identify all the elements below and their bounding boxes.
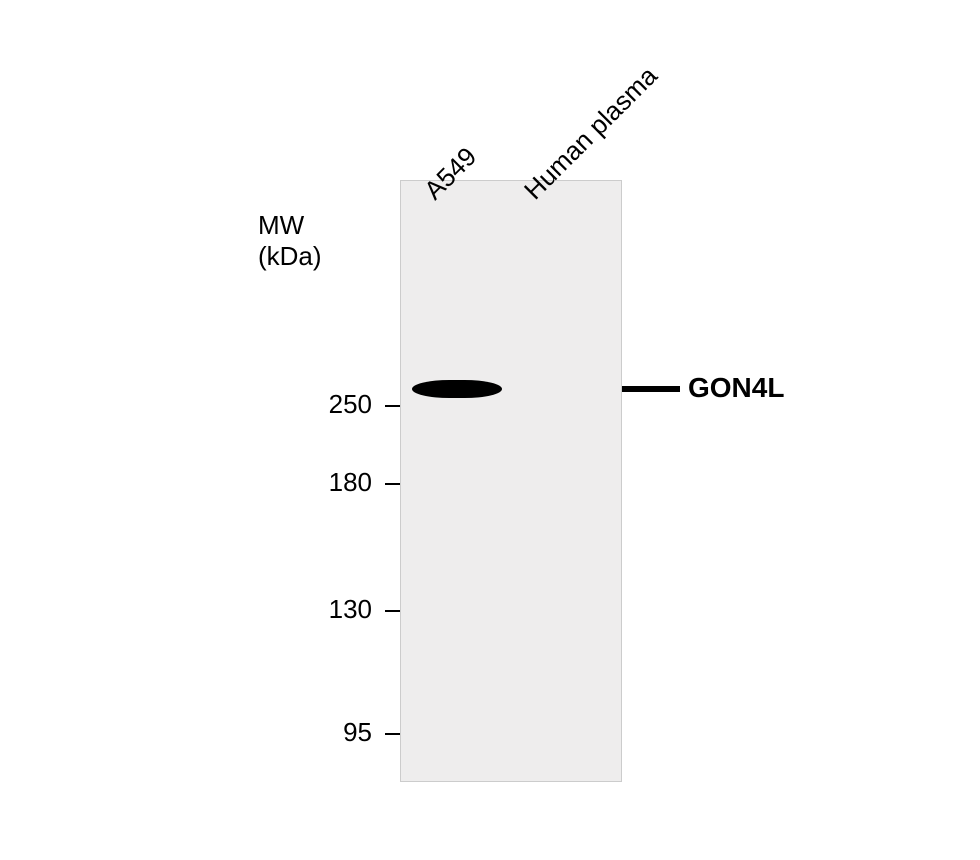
mw-line2: (kDa) [258, 241, 322, 271]
blot-membrane [400, 180, 622, 782]
marker-label-180: 180 [312, 467, 372, 498]
marker-tick-95 [385, 733, 400, 735]
marker-label-250: 250 [312, 389, 372, 420]
mw-header: MW (kDa) [258, 210, 322, 272]
band-0 [412, 380, 502, 398]
marker-label-130: 130 [312, 594, 372, 625]
marker-tick-130 [385, 610, 400, 612]
mw-line1: MW [258, 210, 304, 240]
marker-tick-250 [385, 405, 400, 407]
marker-label-95: 95 [312, 717, 372, 748]
target-line [622, 386, 680, 392]
marker-tick-180 [385, 483, 400, 485]
target-label: GON4L [688, 372, 784, 404]
